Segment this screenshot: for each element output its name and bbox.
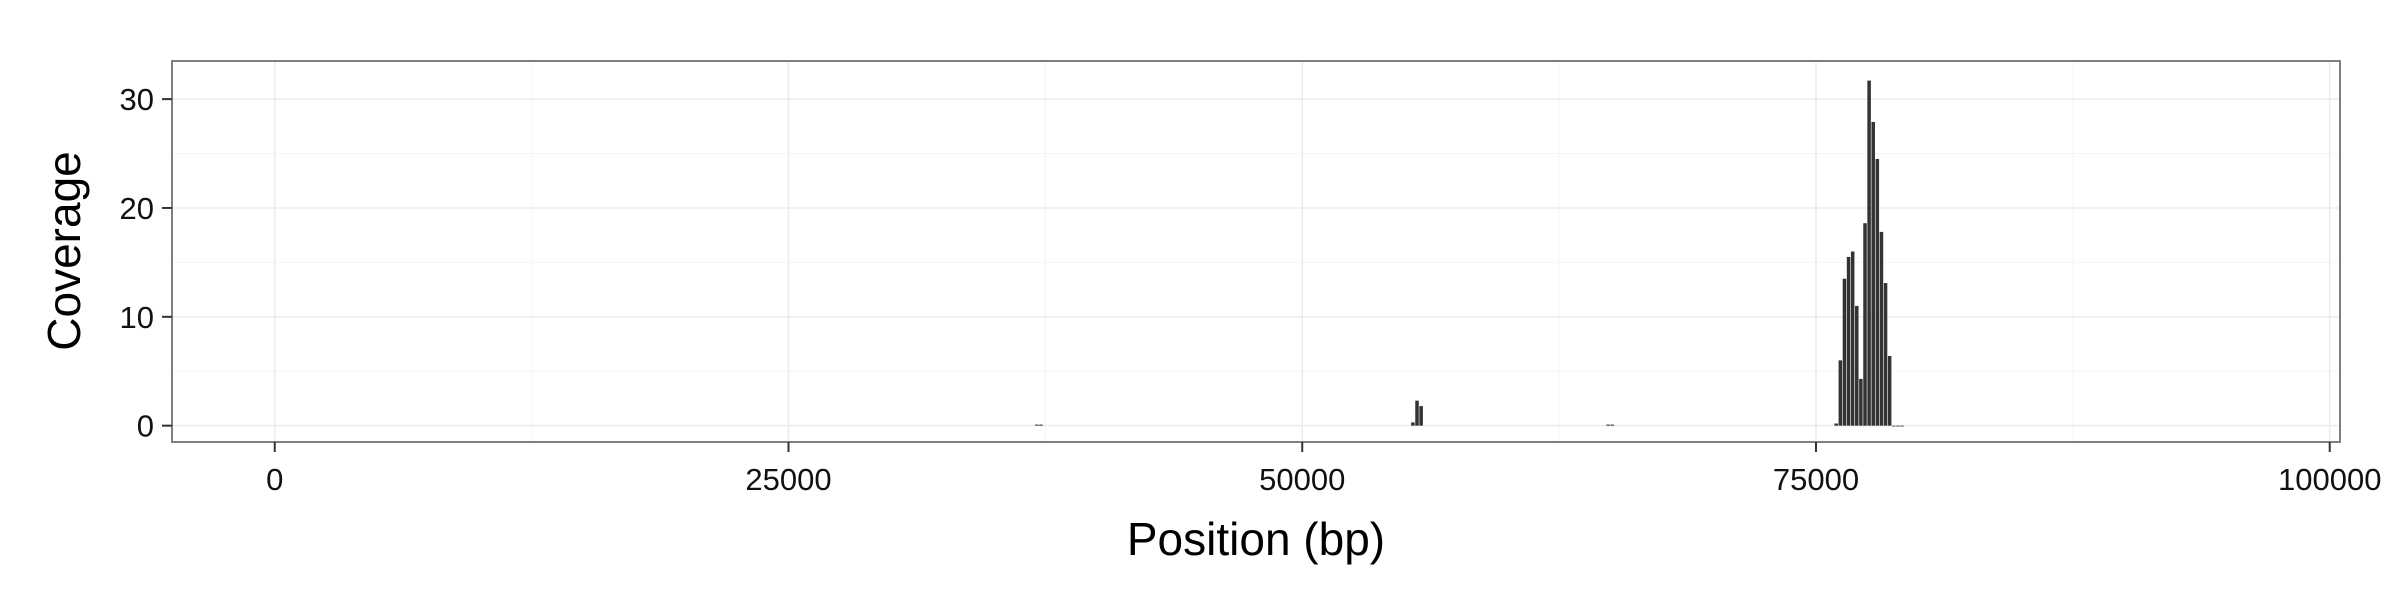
coverage-bar: [1846, 256, 1851, 426]
coverage-bar: [1039, 424, 1043, 426]
plot-panel: [172, 61, 2340, 442]
y-tick-label: 10: [120, 300, 154, 335]
major-grid: [172, 61, 2340, 442]
y-tick-label: 0: [137, 409, 154, 444]
coverage-bar: [1610, 424, 1614, 426]
x-tick-label: 0: [266, 462, 283, 497]
x-tick-label: 50000: [1259, 462, 1345, 497]
coverage-bar: [1606, 424, 1610, 426]
coverage-bar: [1838, 360, 1843, 426]
coverage-bar: [1896, 425, 1900, 427]
coverage-bars: [1035, 80, 1904, 427]
x-tick-label: 75000: [1773, 462, 1859, 497]
coverage-bar: [1850, 251, 1855, 426]
coverage-bar: [1879, 231, 1884, 426]
coverage-bar: [1883, 283, 1888, 426]
coverage-bar: [1419, 406, 1423, 426]
x-axis: 0 25000 50000 75000 100000: [266, 442, 2381, 497]
coverage-bar: [1875, 158, 1880, 426]
coverage-bar: [1415, 400, 1419, 426]
coverage-bar: [1863, 223, 1867, 426]
y-axis-title: Coverage: [38, 151, 90, 350]
y-axis: 0 10 20 30: [120, 82, 172, 444]
coverage-bar: [1834, 423, 1838, 426]
coverage-bar: [1411, 422, 1415, 426]
x-axis-title: Position (bp): [1127, 513, 1385, 565]
coverage-bar: [1035, 424, 1039, 426]
coverage-bar: [1887, 356, 1892, 426]
coverage-bar: [1892, 425, 1896, 427]
coverage-bar: [1859, 378, 1863, 426]
coverage-bar: [1900, 425, 1904, 427]
y-tick-label: 30: [120, 82, 154, 117]
coverage-bar: [1871, 121, 1875, 426]
coverage-bar: [1842, 278, 1847, 426]
minor-grid: [172, 61, 2340, 442]
x-tick-label: 25000: [745, 462, 831, 497]
y-tick-label: 20: [120, 191, 154, 226]
coverage-bar: [1855, 305, 1859, 426]
x-tick-label: 100000: [2278, 462, 2381, 497]
coverage-bar: [1867, 80, 1871, 426]
plot-border: [171, 60, 2341, 443]
